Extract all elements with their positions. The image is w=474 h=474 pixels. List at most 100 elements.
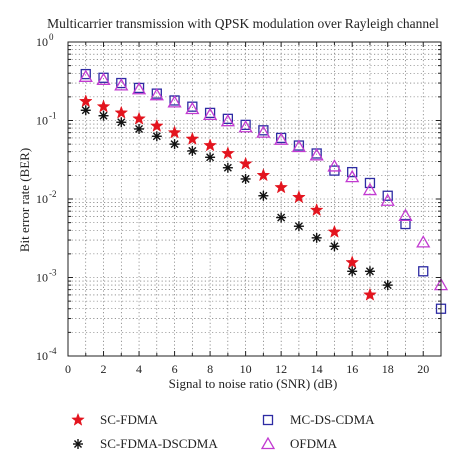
- x-tick-label: 16: [346, 362, 358, 376]
- y-tick-label: 10: [36, 349, 48, 363]
- data-point: [363, 287, 377, 301]
- data-point: [347, 166, 358, 178]
- legend-label: SC-FDMA-DSCDMA: [100, 436, 218, 451]
- data-point: [78, 94, 93, 108]
- y-tick-exponent: 0: [49, 32, 54, 42]
- legend-item: OFDMA: [260, 436, 338, 451]
- data-point: [347, 266, 358, 277]
- data-point: [203, 138, 217, 152]
- legend-marker: [73, 439, 83, 449]
- series-sc-fdma: [78, 94, 377, 301]
- data-point: [327, 224, 342, 238]
- data-point: [151, 131, 162, 142]
- legend-item: MC-DS-CDMA: [262, 412, 375, 427]
- y-tick-label: 10: [36, 35, 48, 49]
- data-point: [98, 110, 109, 121]
- x-tick-label: 2: [101, 362, 107, 376]
- legend: SC-FDMA SC-FDMA-DSCDMA MC-DS-CDMA OFDMA: [71, 412, 375, 451]
- legend-marker: [262, 414, 274, 426]
- data-point: [78, 69, 93, 82]
- x-tick-label: 20: [417, 362, 429, 376]
- legend-label: SC-FDMA: [100, 412, 158, 427]
- x-tick-labels: 0 2 4 6 8 10 12 14 16 18 20: [65, 362, 429, 376]
- y-tick-exponent: -2: [49, 189, 57, 199]
- y-tick-exponent: -3: [49, 268, 57, 278]
- data-point: [345, 169, 360, 183]
- data-point: [167, 125, 182, 139]
- legend-label: MC-DS-CDMA: [290, 412, 375, 427]
- x-tick-label: 10: [240, 362, 252, 376]
- data-point: [205, 152, 216, 163]
- x-axis-label: Signal to noise ratio (SNR) (dB): [169, 376, 338, 391]
- data-point: [202, 107, 218, 121]
- data-point: [274, 132, 289, 145]
- data-point: [418, 266, 429, 277]
- x-tick-label: 8: [207, 362, 213, 376]
- legend-marker: [260, 436, 276, 450]
- x-tick-label: 14: [311, 362, 323, 376]
- data-point: [345, 255, 360, 269]
- data-point: [222, 162, 233, 173]
- data-point: [293, 221, 304, 232]
- data-point: [380, 193, 395, 206]
- data-point: [149, 118, 164, 132]
- data-point: [292, 190, 306, 204]
- data-point: [327, 159, 342, 172]
- data-point: [364, 266, 375, 277]
- ticks: [67, 41, 442, 357]
- y-tick-label: 10: [36, 114, 48, 128]
- data-point: [96, 99, 111, 113]
- legend-item: SC-FDMA: [71, 412, 158, 427]
- data-point: [220, 146, 235, 160]
- x-tick-label: 4: [136, 362, 142, 376]
- data-point: [167, 95, 182, 108]
- data-layer: [78, 68, 449, 314]
- data-point: [185, 131, 200, 145]
- legend-label: OFDMA: [290, 436, 338, 451]
- data-point: [382, 190, 393, 201]
- data-point: [291, 139, 307, 153]
- data-point: [116, 117, 127, 128]
- grid: [68, 42, 441, 356]
- y-tick-exponent: -1: [49, 111, 57, 121]
- data-point: [309, 148, 324, 161]
- x-tick-label: 18: [382, 362, 394, 376]
- data-point: [114, 78, 129, 91]
- x-tick-label: 0: [65, 362, 71, 376]
- data-point: [362, 182, 378, 196]
- data-point: [400, 218, 411, 230]
- data-point: [169, 139, 180, 150]
- data-point: [114, 105, 129, 119]
- data-point: [274, 180, 289, 194]
- y-axis-label: Bit error rate (BER): [17, 148, 32, 252]
- y-tick-exponent: -4: [49, 346, 57, 356]
- legend-marker: [71, 412, 85, 426]
- series-ofdma: [78, 69, 449, 291]
- data-point: [329, 241, 340, 252]
- data-point: [132, 111, 146, 125]
- data-point: [220, 113, 235, 127]
- data-point: [96, 72, 111, 85]
- data-point: [382, 280, 393, 291]
- data-point: [149, 87, 164, 101]
- data-point: [185, 101, 200, 115]
- data-point: [240, 173, 251, 184]
- y-tick-label: 10: [36, 271, 48, 285]
- data-point: [309, 202, 324, 217]
- data-point: [131, 81, 147, 95]
- data-point: [238, 119, 253, 133]
- series-sc-fdma-dscdma: [80, 105, 393, 291]
- chart-title: Multicarrier transmission with QPSK modu…: [47, 16, 439, 31]
- data-point: [398, 208, 413, 222]
- data-point: [256, 168, 271, 182]
- data-point: [364, 177, 376, 189]
- x-tick-label: 6: [172, 362, 178, 376]
- data-point: [276, 212, 287, 223]
- data-point: [238, 156, 253, 170]
- data-point: [311, 232, 322, 243]
- data-point: [80, 105, 91, 116]
- data-point: [258, 190, 269, 201]
- data-point: [256, 125, 271, 138]
